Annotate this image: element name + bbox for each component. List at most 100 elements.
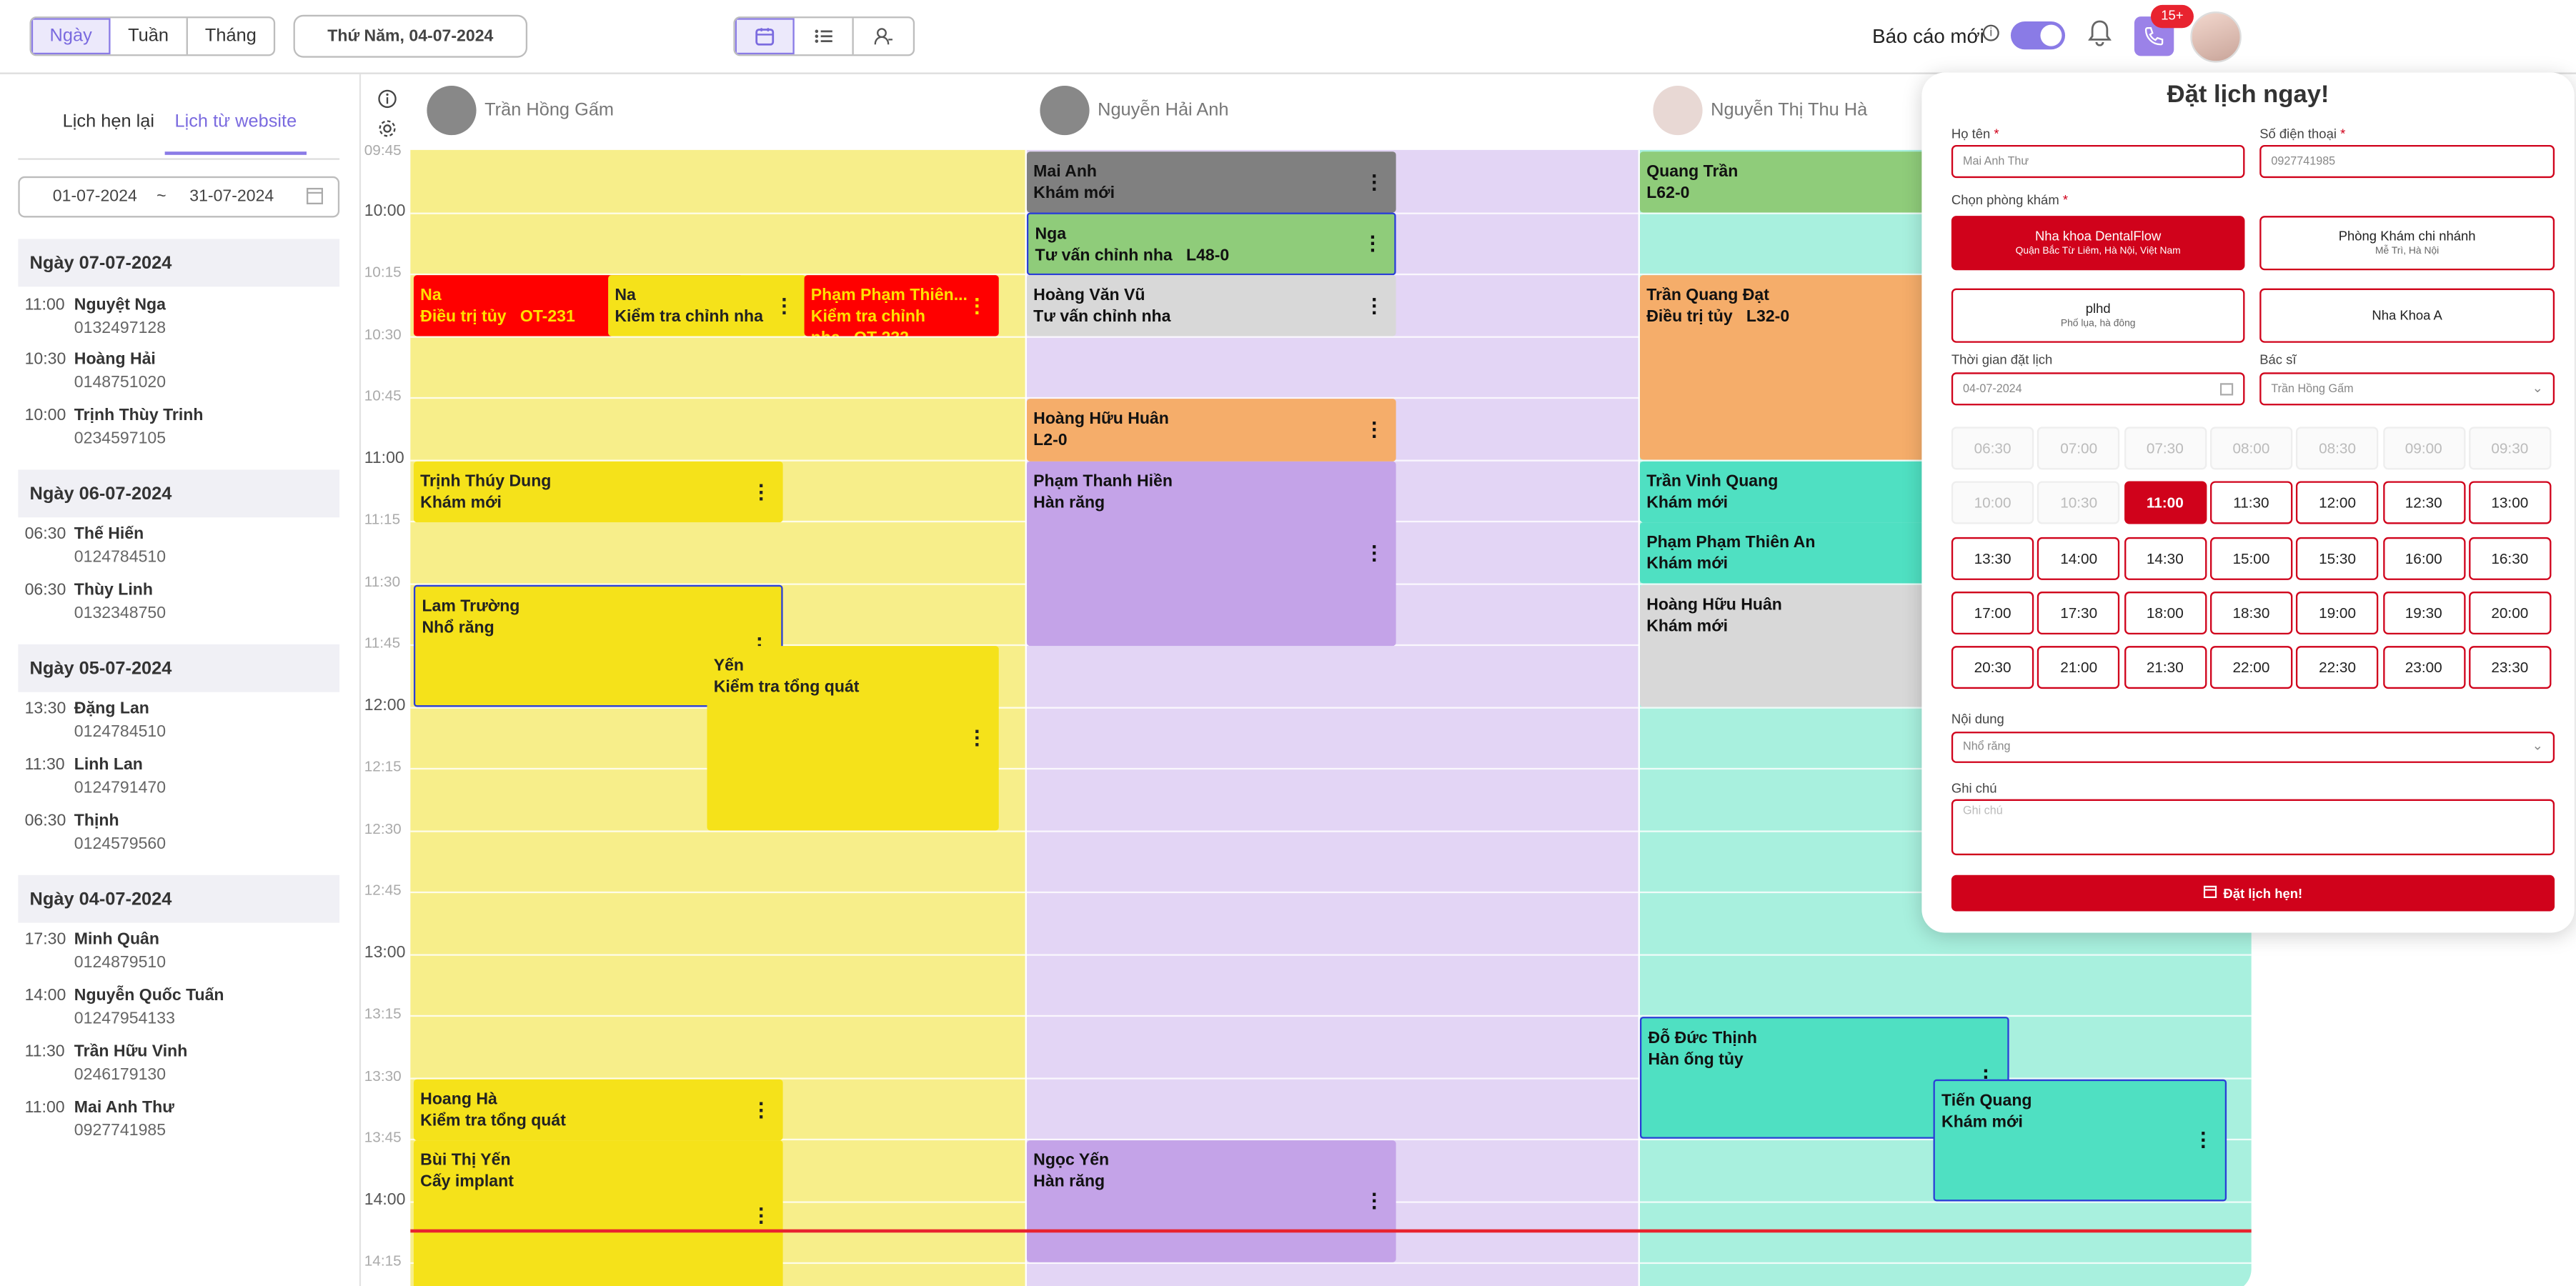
date-picker[interactable]: Thứ Năm, 04-07-2024 bbox=[293, 14, 528, 58]
time-slot-button[interactable]: 19:00 bbox=[2296, 591, 2379, 634]
event-description: Khám mới bbox=[1646, 555, 1729, 574]
event-patient-name: Trịnh Thúy Dung bbox=[420, 472, 552, 492]
time-label: 11:45 bbox=[364, 634, 401, 652]
time-slot-button[interactable]: 20:00 bbox=[2468, 591, 2551, 634]
event-description: Kiểm tra tổng quát bbox=[420, 1112, 566, 1131]
calendar-view-icon[interactable] bbox=[735, 18, 795, 55]
time-slot-button[interactable]: 15:30 bbox=[2296, 536, 2379, 579]
day-group-header: Ngày 06-07-2024 bbox=[18, 469, 340, 518]
doctor-name: Trần Hồng Gấm bbox=[484, 100, 615, 121]
grid-line bbox=[410, 829, 2252, 832]
doctor-column-2[interactable] bbox=[1025, 149, 1638, 1286]
clinic-option-4[interactable]: Nha Khoa A bbox=[2259, 288, 2555, 343]
tab-month[interactable]: Tháng bbox=[204, 26, 257, 46]
more-options-icon[interactable]: ··· bbox=[757, 1196, 766, 1235]
info-icon[interactable] bbox=[377, 87, 397, 117]
bell-icon[interactable] bbox=[2087, 20, 2112, 54]
appt-time: 06:30 bbox=[24, 812, 66, 831]
appointment-event[interactable]: Phạm Phạm Thiên...Kiểm tra chỉnh nha OT-… bbox=[804, 275, 999, 337]
time-slot-button[interactable]: 22:00 bbox=[2209, 646, 2293, 689]
event-code: L48-0 bbox=[1185, 246, 1230, 266]
time-slot-button[interactable]: 16:00 bbox=[2382, 536, 2465, 579]
info-icon: i bbox=[1982, 24, 1999, 41]
time-slot-button: 08:00 bbox=[2209, 427, 2293, 470]
appointment-event[interactable]: Ngọc Yến Hàn răng · · · bbox=[1026, 1140, 1396, 1262]
more-options-icon[interactable]: ··· bbox=[1369, 224, 1377, 262]
time-slot-button[interactable]: 23:00 bbox=[2382, 646, 2465, 689]
more-options-icon[interactable]: ··· bbox=[757, 472, 766, 510]
time-slot-button[interactable]: 16:30 bbox=[2468, 536, 2551, 579]
time-slot-button[interactable]: 19:30 bbox=[2382, 591, 2465, 634]
time-slot-button[interactable]: 14:30 bbox=[2124, 536, 2207, 579]
time-slot-button[interactable]: 17:30 bbox=[2037, 591, 2120, 634]
more-options-icon[interactable]: ··· bbox=[1371, 162, 1379, 201]
time-label: 10:00 bbox=[364, 201, 406, 220]
time-slot-button[interactable]: 18:30 bbox=[2209, 591, 2293, 634]
appointment-event[interactable]: Nga Tư vấn chỉnh nha L48-0 · · · bbox=[1026, 212, 1396, 276]
list-view-icon[interactable] bbox=[795, 18, 854, 55]
booking-date-field[interactable]: 04-07-2024 bbox=[1951, 372, 2245, 406]
event-patient-name: Trần Vinh Quang bbox=[1646, 472, 1779, 492]
more-options-icon[interactable]: ··· bbox=[2200, 1120, 2208, 1159]
more-options-icon[interactable]: ··· bbox=[1371, 534, 1379, 572]
date-range-picker[interactable]: 01-07-2024 ~ 31-07-2024 bbox=[18, 176, 340, 218]
note-label: Ghi chú bbox=[1951, 781, 1997, 797]
doctor-select[interactable]: Trần Hồng Gấm ⌄ bbox=[2259, 372, 2555, 406]
submit-booking-button[interactable]: Đặt lịch hẹn! bbox=[1951, 874, 2555, 912]
settings-icon[interactable] bbox=[377, 117, 397, 147]
time-slot-button[interactable]: 21:00 bbox=[2037, 646, 2120, 689]
user-avatar[interactable] bbox=[2190, 11, 2242, 63]
clinic-option-1[interactable]: Nha khoa DentalFlow Quận Bắc Từ Liêm, Hà … bbox=[1951, 216, 2245, 271]
time-slot-button[interactable]: 18:00 bbox=[2124, 591, 2207, 634]
appointment-event[interactable]: Na Kiểm tra chỉnh nha · · · bbox=[608, 275, 806, 337]
note-field[interactable]: Ghi chú bbox=[1951, 799, 2555, 856]
more-options-icon[interactable]: ··· bbox=[974, 718, 982, 757]
more-options-icon[interactable]: ··· bbox=[1371, 286, 1379, 324]
appointment-event[interactable]: Tiến Quang Khám mới · · · bbox=[1933, 1079, 2227, 1202]
time-slot-button[interactable]: 13:00 bbox=[2468, 482, 2551, 525]
appointment-event[interactable]: Bùi Thị Yến Cấy implant · · · bbox=[413, 1140, 783, 1286]
more-options-icon[interactable]: ··· bbox=[781, 286, 789, 324]
clinic-option-2[interactable]: Phòng Khám chi nhánh Mễ Trì, Hà Nội bbox=[2259, 216, 2555, 271]
appointment-event[interactable]: Trịnh Thúy Dung Khám mới · · · bbox=[413, 461, 783, 523]
doctor-view-icon[interactable] bbox=[854, 18, 913, 54]
time-slot-button[interactable]: 13:30 bbox=[1951, 536, 2034, 579]
tab-week[interactable]: Tuần bbox=[111, 18, 188, 55]
time-slot-button[interactable]: 11:30 bbox=[2209, 482, 2293, 525]
appointment-event[interactable]: Phạm Thanh Hiền Hàn răng · · · bbox=[1026, 461, 1396, 647]
appointment-event[interactable]: Hoang Hà Kiểm tra tổng quát · · · bbox=[413, 1079, 783, 1141]
time-slot-button[interactable]: 21:30 bbox=[2124, 646, 2207, 689]
time-slot-button[interactable]: 20:30 bbox=[1951, 646, 2034, 689]
time-slot-button[interactable]: 11:00 bbox=[2124, 482, 2207, 525]
appointment-event[interactable]: Hoàng Văn Vũ Tư vấn chỉnh nha · · · bbox=[1026, 275, 1396, 337]
patient-name: Thịnh bbox=[74, 812, 119, 831]
content-select[interactable]: Nhổ răng ⌄ bbox=[1951, 732, 2555, 763]
tab-day[interactable]: Ngày bbox=[31, 18, 111, 55]
time-label: Thời gian đặt lịch bbox=[1951, 352, 2053, 368]
time-slot-button[interactable]: 12:30 bbox=[2382, 482, 2465, 525]
time-slot-button[interactable]: 12:00 bbox=[2296, 482, 2379, 525]
more-options-icon[interactable]: ··· bbox=[1371, 410, 1379, 449]
appointment-event[interactable]: Mai Anh Khám mới · · · bbox=[1026, 151, 1396, 213]
time-slot-button[interactable]: 22:30 bbox=[2296, 646, 2379, 689]
name-field[interactable]: Mai Anh Thư bbox=[1951, 144, 2245, 179]
time-slot-button[interactable]: 23:30 bbox=[2468, 646, 2551, 689]
more-options-icon[interactable]: ··· bbox=[757, 1090, 766, 1128]
doctor-header-3: Nguyễn Thị Thu Hà bbox=[1653, 85, 1867, 136]
time-slot-button[interactable]: 15:00 bbox=[2209, 536, 2293, 579]
phone-field[interactable]: 0927741985 bbox=[2259, 144, 2555, 179]
appointment-event[interactable]: Yến Kiểm tra tổng quát · · · bbox=[707, 646, 999, 831]
patient-phone: 0132497128 bbox=[74, 319, 166, 338]
appointment-event[interactable]: Hoàng Hữu Huân L2-0 · · · bbox=[1026, 399, 1396, 462]
tab-reschedule[interactable]: Lịch hẹn lại bbox=[62, 111, 155, 132]
more-options-icon[interactable]: ··· bbox=[1371, 1181, 1379, 1220]
event-description: Khám mới bbox=[1646, 617, 1729, 637]
clinic-option-3[interactable]: plhd Phố lụa, hà đông bbox=[1951, 288, 2245, 343]
column-divider bbox=[1638, 149, 1640, 1286]
more-options-icon[interactable]: ··· bbox=[974, 286, 982, 324]
event-description: Điều trị tủy OT-231 bbox=[420, 308, 575, 327]
time-slot-button[interactable]: 14:00 bbox=[2037, 536, 2120, 579]
report-toggle[interactable] bbox=[2010, 21, 2066, 50]
time-slot-button[interactable]: 17:00 bbox=[1951, 591, 2034, 634]
tab-website[interactable]: Lịch từ website bbox=[174, 111, 297, 132]
